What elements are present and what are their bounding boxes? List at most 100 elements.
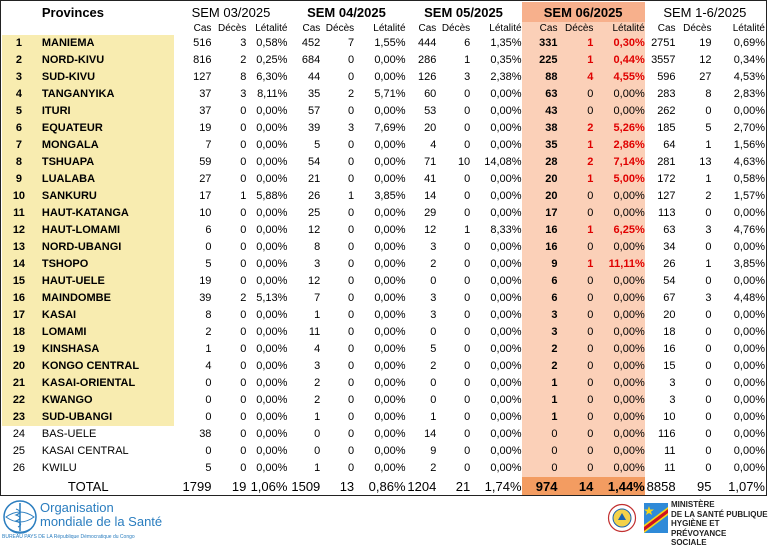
data-cell: 14,08% — [484, 156, 522, 168]
data-cell: 0 — [464, 122, 471, 134]
data-cell: 0 — [348, 428, 355, 440]
data-cell: 2,38% — [490, 71, 522, 83]
data-cell: 0 — [348, 292, 355, 304]
data-cell: 71 — [424, 156, 437, 168]
data-cell: 1 — [314, 309, 321, 321]
table-row: 25 KASAI CENTRAL 0 0 0,00% 0 0 0,00% 9 0 0,00% 0 0 0,… — [2, 443, 765, 460]
data-cell: 54 — [663, 275, 676, 287]
data-cell: 0,00% — [256, 173, 288, 185]
data-cell: 2,70% — [733, 122, 765, 134]
data-cell: 0 — [464, 428, 471, 440]
row-number: 15 — [2, 273, 36, 290]
data-cell: 0,00% — [490, 275, 522, 287]
data-cell: 0 — [348, 326, 355, 338]
data-cell: 6 — [464, 37, 471, 49]
data-cell: 0 — [240, 224, 247, 236]
week-header: SEM 04/2025 — [307, 4, 386, 20]
table-row: 23 SUD-UBANGI 0 0 0,00% 1 0 0,00% 1 0 0,00% 1 0 0,00%… — [2, 409, 765, 426]
data-cell: 0,00% — [374, 360, 406, 372]
data-cell: 452 — [301, 37, 321, 49]
data-cell: 14 — [424, 428, 437, 440]
data-cell: 0 — [348, 105, 355, 117]
data-cell: 0 — [348, 309, 355, 321]
data-cell: 53 — [424, 105, 437, 117]
table-row: 10 SANKURU 17 1 5,88% 26 1 3,85% 14 0 0,00% 20 0 0,00… — [2, 188, 765, 205]
data-cell: 8,11% — [257, 88, 288, 100]
column-header: Décès — [441, 23, 471, 34]
data-cell: 0,00% — [733, 343, 765, 355]
data-cell: 35 — [308, 88, 321, 100]
data-cell: 0 — [240, 309, 247, 321]
data-cell: 0 — [240, 139, 247, 151]
data-cell: 0 — [348, 343, 355, 355]
data-cell: 0 — [464, 275, 471, 287]
row-number: 17 — [2, 307, 36, 324]
table-row: 14 TSHOPO 5 0 0,00% 3 0 0,00% 2 0 0,00% 9 1 11,11% 26 1… — [2, 256, 765, 273]
data-cell: 1 — [205, 343, 212, 355]
data-cell: 2 — [521, 358, 558, 375]
data-cell: 0,00% — [490, 343, 522, 355]
data-cell: 0,00% — [593, 273, 645, 290]
data-cell: 0,00% — [593, 205, 645, 222]
table-row: 4 TANGANYIKA 37 3 8,11% 35 2 5,71% 60 0 0,00% 63 0 0,… — [2, 86, 765, 103]
data-cell: 0,00% — [593, 188, 645, 205]
data-cell: 281 — [657, 156, 676, 168]
data-cell: 2 — [705, 190, 712, 202]
data-cell: 0 — [705, 241, 712, 253]
data-cell: 0 — [348, 275, 355, 287]
data-cell: 127 — [193, 71, 212, 83]
column-header: Cas — [302, 23, 321, 34]
data-cell: 0 — [348, 258, 355, 270]
data-cell: 3 — [464, 71, 471, 83]
data-cell: 19 — [199, 275, 212, 287]
data-cell: 1 — [705, 139, 712, 151]
data-cell: 0,00% — [593, 375, 645, 392]
data-cell: 0 — [464, 88, 471, 100]
province-name: KASAI CENTRAL — [41, 445, 129, 457]
row-number: 7 — [2, 137, 36, 154]
data-cell: 0 — [464, 139, 471, 151]
row-number: 14 — [2, 256, 36, 273]
data-cell: 0 — [557, 103, 594, 120]
table-frame — [0, 0, 767, 496]
table-row: 1 MANIEMA 516 3 0,58% 452 7 1,55% 444 6 1,35% 331 1 0… — [2, 35, 765, 52]
data-cell: 2 — [240, 54, 247, 66]
data-cell: 18 — [663, 326, 676, 338]
data-cell: 283 — [657, 88, 676, 100]
total-cell: 974 — [521, 477, 558, 495]
data-cell: 9 — [521, 256, 558, 273]
data-cell: 0,00% — [490, 377, 522, 389]
data-cell: 0 — [464, 343, 471, 355]
data-cell: 0,00% — [733, 377, 765, 389]
table-row: 11 HAUT-KATANGA 10 0 0,00% 25 0 0,00% 29 0 0,00% 17… — [2, 205, 765, 222]
data-cell: 0 — [557, 460, 594, 477]
data-cell: 0,00% — [593, 443, 645, 460]
data-cell: 0,44% — [593, 52, 645, 69]
data-cell: 0,58% — [733, 173, 765, 185]
data-cell: 0 — [557, 307, 594, 324]
data-cell: 6 — [521, 290, 558, 307]
data-cell: 0,00% — [490, 105, 522, 117]
corner-cell — [2, 22, 36, 35]
data-cell: 4,55% — [593, 69, 645, 86]
data-cell: 0 — [314, 428, 321, 440]
data-cell: 28 — [521, 154, 558, 171]
table-row: 19 KINSHASA 1 0 0,00% 4 0 0,00% 5 0 0,00% 2 0 0,00% 16… — [2, 341, 765, 358]
data-cell: 0 — [557, 443, 594, 460]
cases-table: Provinces SEM 03/2025 SEM 04/2025 SEM 05/20… — [2, 2, 765, 495]
data-cell: 0,00% — [374, 377, 406, 389]
data-cell: 59 — [199, 156, 212, 168]
province-name: BAS-UELE — [41, 428, 97, 440]
data-cell: 2,83% — [733, 88, 765, 100]
data-cell: 0 — [705, 309, 712, 321]
province-name: NORD-UBANGI — [35, 239, 175, 256]
data-cell: 0,30% — [593, 35, 645, 52]
data-cell: 0,00% — [733, 360, 765, 372]
data-cell: 0 — [240, 105, 247, 117]
data-cell: 8 — [314, 241, 321, 253]
province-name: HAUT-KATANGA — [35, 205, 175, 222]
data-cell: 5 — [314, 139, 321, 151]
data-cell: 2 — [240, 292, 247, 304]
data-cell: 0 — [240, 258, 247, 270]
data-cell: 3 — [314, 258, 321, 270]
